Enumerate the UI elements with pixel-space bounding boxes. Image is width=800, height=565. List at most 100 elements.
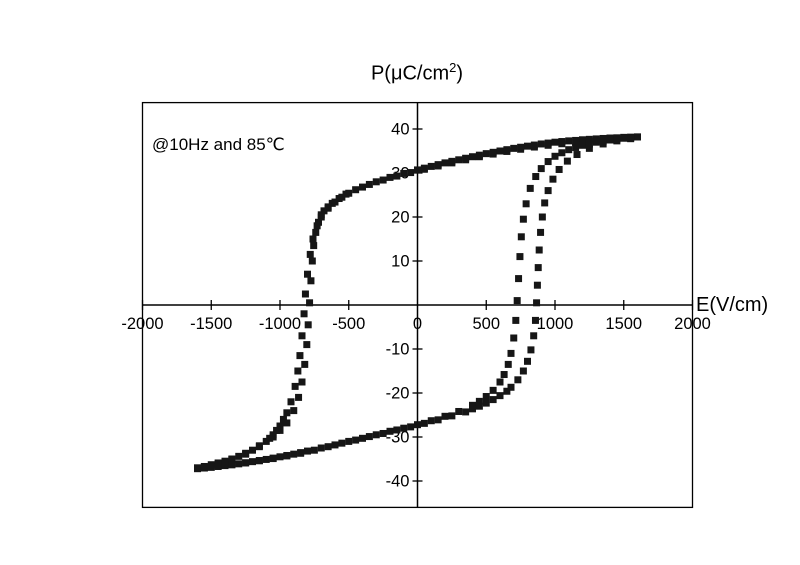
data-point-marker (420, 165, 428, 173)
data-point-marker (627, 135, 635, 143)
data-point-marker (214, 462, 222, 470)
data-point-marker (297, 449, 305, 457)
data-point-marker (489, 396, 497, 404)
y-axis-title-superscript: 2 (449, 60, 457, 75)
x-tick-label: 0 (413, 315, 422, 333)
data-point-marker (269, 433, 277, 441)
data-point-marker (469, 401, 476, 409)
data-point-marker (565, 146, 573, 154)
data-point-marker (482, 393, 490, 401)
data-point-marker (558, 149, 566, 157)
data-point-marker (235, 460, 243, 468)
data-point-marker (544, 158, 552, 166)
data-point-marker (549, 175, 557, 183)
data-point-marker (324, 443, 332, 451)
data-point-marker (434, 162, 442, 170)
data-point-marker (537, 165, 545, 173)
y-axis-title-suffix: ) (456, 62, 464, 85)
data-point-marker (414, 421, 421, 429)
x-tick-label: -2000 (121, 315, 163, 333)
data-point-marker (307, 277, 315, 285)
data-point-marker (517, 145, 525, 153)
data-point-marker (532, 173, 540, 181)
y-tick-label: 20 (391, 209, 409, 227)
y-axis-title: P(μC/cm2) (317, 60, 517, 86)
data-point-marker (242, 459, 250, 467)
data-point-marker (262, 455, 270, 463)
y-tick-label: 40 (391, 121, 409, 139)
data-point-marker (290, 450, 298, 458)
data-point-marker (312, 228, 320, 236)
x-tick-label: -1500 (190, 315, 232, 333)
data-point-marker (496, 378, 504, 386)
data-point-marker (634, 133, 641, 141)
data-point-marker (379, 429, 387, 437)
data-point-marker (500, 371, 508, 379)
data-point-marker (342, 190, 350, 198)
data-point-marker (294, 367, 302, 375)
data-point-marker (489, 386, 497, 394)
data-point-marker (503, 147, 511, 155)
data-point-marker (551, 152, 559, 160)
data-point-marker (448, 159, 456, 167)
data-point-marker (522, 200, 530, 208)
data-point-marker (338, 439, 346, 447)
x-tick-label: -1000 (259, 315, 301, 333)
data-point-marker (279, 415, 287, 423)
data-point-marker (309, 235, 317, 243)
data-point-marker (283, 419, 291, 427)
data-point-marker (573, 151, 581, 159)
data-point-marker (496, 392, 504, 400)
x-tick-label: 2000 (674, 315, 711, 333)
data-point-marker (620, 134, 628, 142)
data-point-marker (420, 419, 428, 427)
data-point-marker (592, 138, 600, 146)
data-point-marker (427, 162, 435, 170)
data-point-marker (304, 447, 311, 455)
data-point-marker (308, 257, 316, 265)
data-point-marker (533, 299, 541, 307)
data-point-marker (475, 402, 483, 410)
data-point-marker (613, 137, 621, 145)
data-point-marker (516, 253, 524, 261)
data-point-marker (519, 367, 527, 375)
data-point-marker (563, 157, 571, 165)
y-tick-label: -40 (386, 473, 410, 491)
data-point-marker (489, 150, 497, 158)
data-point-marker (599, 140, 607, 148)
x-tick-label: 1500 (605, 315, 642, 333)
data-point-marker (301, 360, 309, 368)
data-point-marker (462, 156, 470, 164)
data-point-marker (544, 187, 552, 195)
data-point-marker (530, 332, 538, 340)
data-point-marker (310, 446, 318, 454)
data-point-marker (475, 153, 483, 161)
data-point-marker (255, 457, 263, 465)
data-point-marker (228, 455, 236, 463)
data-point-marker (510, 334, 518, 342)
data-point-marker (317, 444, 325, 452)
data-point-marker (482, 150, 490, 158)
data-point-marker (504, 360, 512, 368)
data-point-marker (524, 357, 531, 365)
data-point-marker (441, 159, 449, 167)
data-point-marker (455, 156, 463, 164)
data-point-marker (365, 180, 373, 188)
data-point-marker (393, 172, 401, 180)
y-tick-label: -10 (386, 341, 410, 359)
data-point-marker (262, 437, 270, 445)
data-point-marker (537, 140, 545, 148)
data-point-marker (221, 457, 229, 465)
data-point-marker (469, 153, 476, 161)
data-point-marker (249, 446, 256, 454)
data-point-marker (386, 427, 394, 435)
data-point-marker (304, 321, 312, 329)
data-point-marker (544, 141, 552, 149)
x-axis-title: E(V/cm) (696, 294, 769, 316)
data-point-marker (301, 290, 309, 298)
data-point-marker (200, 464, 208, 472)
data-point-marker (255, 443, 263, 451)
data-point-marker (527, 346, 535, 354)
data-point-marker (441, 412, 449, 420)
data-point-marker (512, 316, 520, 324)
